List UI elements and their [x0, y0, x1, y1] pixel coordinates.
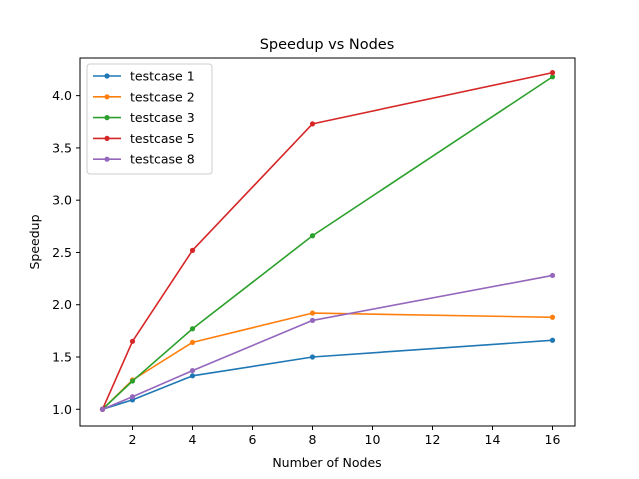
legend-marker: [104, 115, 110, 121]
x-tick-label: 14: [485, 432, 501, 447]
data-point-testcase-8: [549, 272, 556, 279]
data-point-testcase-8: [189, 367, 196, 374]
data-point-testcase-8: [129, 394, 136, 400]
legend-box: [86, 63, 213, 175]
legend-item: testcase 2: [93, 89, 195, 104]
data-point-testcase-3: [549, 74, 556, 80]
data-point-testcase-5: [549, 70, 556, 76]
data-point-testcase-5: [189, 247, 196, 253]
data-point-testcase-2: [549, 314, 556, 320]
y-axis-label: Speedup: [27, 214, 42, 269]
series-line-testcase-2: [101, 312, 554, 411]
legend-item: testcase 1: [93, 69, 195, 84]
legend-marker: [104, 156, 110, 162]
y-tick-label: 3.0: [52, 193, 72, 208]
axis-ticks: 2 4 6 8 10 12 14 16 1.0 1.5 2.0 2.5 3.0 3.5 4.0: [52, 88, 560, 447]
series-testcase-8: [99, 272, 556, 412]
x-axis-label: Number of Nodes: [272, 455, 381, 470]
legend-label: testcase 5: [130, 131, 195, 146]
data-point-testcase-5: [129, 338, 136, 344]
y-tick-label: 3.5: [52, 140, 72, 155]
y-tick-label: 2.0: [52, 297, 72, 312]
data-point-testcase-1: [549, 337, 556, 343]
data-point-testcase-3: [189, 326, 196, 332]
data-point-testcase-8: [309, 317, 316, 324]
series-line-testcase-1: [101, 339, 554, 411]
y-tick-label: 1.0: [52, 402, 72, 417]
series-line-testcase-8: [101, 274, 554, 411]
legend-marker: [104, 94, 110, 100]
legend-label: testcase 2: [130, 89, 195, 104]
legend-item: testcase 8: [93, 152, 195, 167]
x-tick-label: 12: [425, 432, 441, 447]
legend-label: testcase 3: [130, 110, 195, 125]
data-point-testcase-3: [129, 378, 136, 384]
y-tick-label: 4.0: [52, 88, 72, 103]
legend: testcase 1 testcase 2 testcase 3 testcase 5…: [86, 63, 213, 175]
data-point-testcase-2: [189, 339, 196, 345]
x-tick-label: 8: [309, 432, 317, 447]
x-tick-label: 10: [365, 432, 381, 447]
legend-marker: [104, 73, 110, 79]
legend-item: testcase 3: [93, 110, 195, 125]
y-tick-label: 1.5: [52, 350, 72, 365]
y-tick-label: 2.5: [52, 245, 72, 260]
legend-label: testcase 1: [130, 69, 195, 84]
series-testcase-1: [99, 337, 556, 412]
x-tick-label: 6: [249, 432, 257, 447]
data-point-testcase-8: [99, 406, 106, 412]
legend-label: testcase 8: [130, 152, 195, 167]
series-layer: [99, 70, 556, 412]
data-point-testcase-3: [309, 233, 316, 239]
x-tick-label: 4: [189, 432, 197, 447]
plot-frame: [79, 57, 576, 427]
data-point-testcase-5: [309, 121, 316, 127]
chart-title: Speedup vs Nodes: [260, 37, 395, 53]
x-tick-label: 16: [545, 432, 561, 447]
data-point-testcase-2: [309, 310, 316, 316]
legend-marker: [104, 135, 110, 141]
data-point-testcase-1: [309, 354, 316, 360]
series-testcase-3: [99, 74, 556, 412]
data-point-testcase-1: [189, 373, 196, 379]
x-tick-label: 2: [129, 432, 137, 447]
series-testcase-2: [99, 310, 556, 412]
legend-item: testcase 5: [93, 131, 195, 146]
